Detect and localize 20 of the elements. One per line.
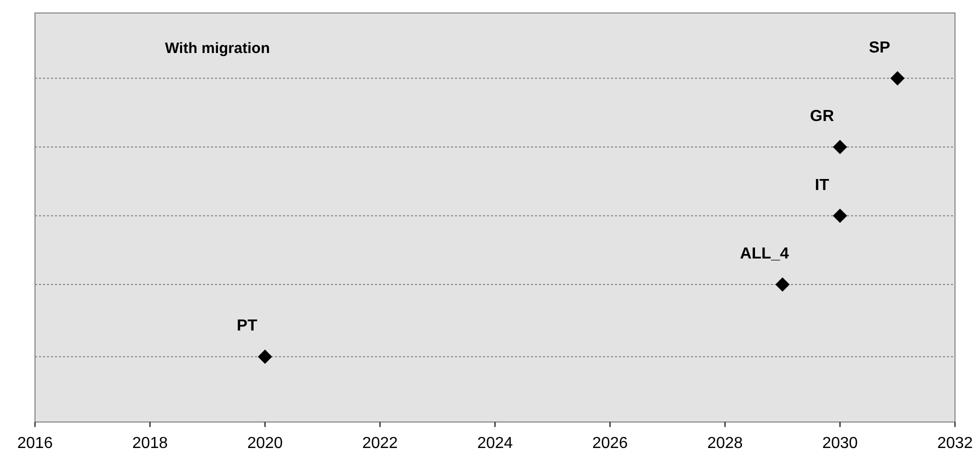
x-tick-label: 2018 — [132, 435, 168, 452]
point — [775, 277, 790, 292]
annotation: PT — [236, 318, 258, 335]
x-tick-label: 2028 — [707, 435, 743, 452]
annotation: GR — [810, 108, 834, 126]
point — [890, 71, 905, 86]
point — [832, 208, 848, 223]
x-tick-label: 2026 — [592, 435, 628, 452]
x-tick-label: 2024 — [477, 435, 513, 452]
x-tick-label: 2020 — [247, 435, 283, 452]
x-tick-label: 2032 — [937, 435, 973, 452]
annotation: SP — [868, 39, 890, 56]
point — [258, 350, 272, 364]
annotation: IT — [814, 176, 830, 194]
annotation: ALL_4 — [740, 246, 790, 263]
x-tick-label: 2030 — [822, 435, 858, 452]
x-tick-label: 2022 — [362, 435, 398, 452]
chart-title: With migration — [165, 40, 270, 57]
point — [832, 140, 848, 154]
x-tick-label: 2016 — [17, 435, 53, 452]
